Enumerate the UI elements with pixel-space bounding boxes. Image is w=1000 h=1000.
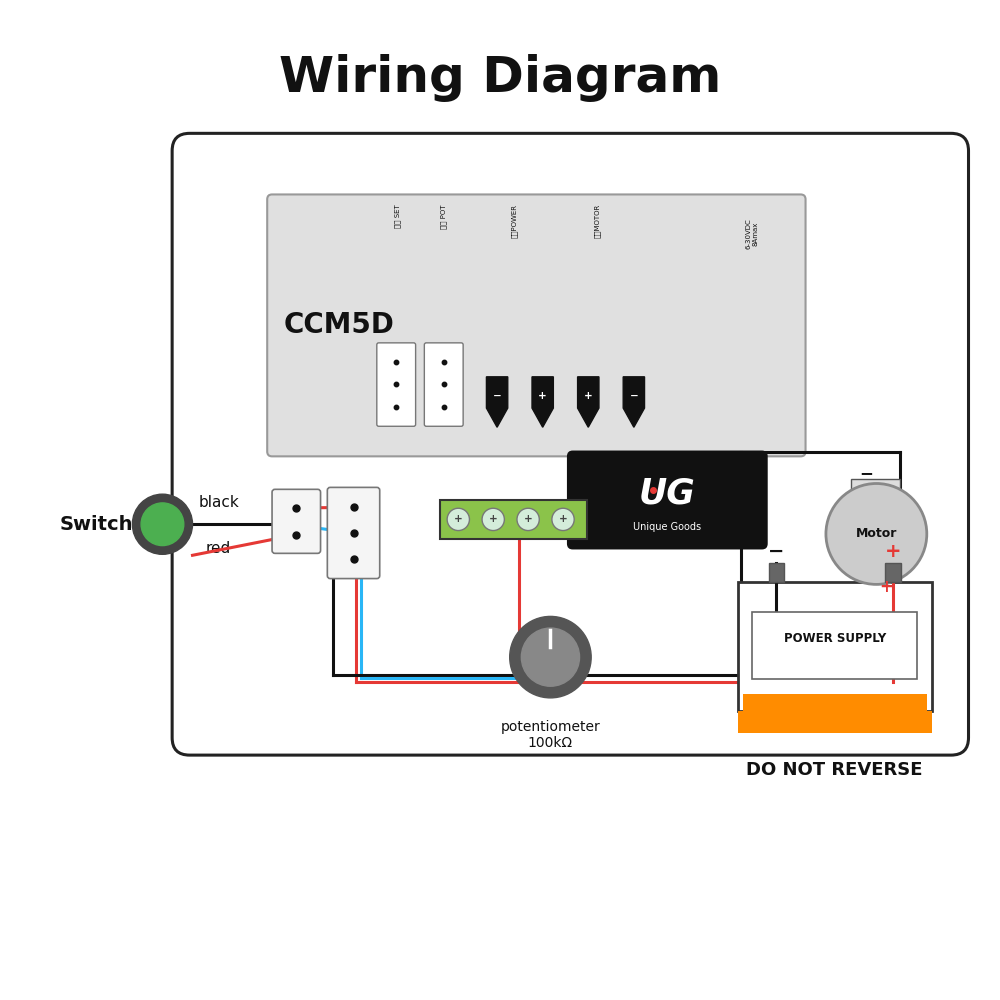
Text: +: + [584,391,593,401]
Text: 开关 SET: 开关 SET [395,204,401,228]
Text: 旋钮 POT: 旋钮 POT [440,204,447,229]
FancyBboxPatch shape [567,451,768,549]
Circle shape [517,508,539,531]
Text: −: − [493,391,501,401]
Text: Wiring Diagram: Wiring Diagram [279,54,721,102]
Circle shape [826,484,927,584]
Polygon shape [623,377,645,427]
Text: +: + [538,391,547,401]
Text: +: + [524,514,533,524]
Text: UG: UG [638,476,695,510]
Text: black: black [198,495,239,510]
FancyBboxPatch shape [172,133,969,755]
Text: CCM5D: CCM5D [284,311,395,339]
FancyBboxPatch shape [272,489,321,553]
Text: −: − [768,542,785,561]
Circle shape [447,508,469,531]
Text: potentiometer
100kΩ: potentiometer 100kΩ [501,720,600,750]
Bar [769,563,784,582]
Polygon shape [486,377,508,427]
Circle shape [141,503,184,546]
Bar [742,694,927,711]
Bar [885,563,901,582]
Text: 6-30VDC
8Amax: 6-30VDC 8Amax [746,219,759,249]
Circle shape [132,494,193,554]
Circle shape [552,508,574,531]
Text: POWER SUPPLY: POWER SUPPLY [784,632,886,645]
Text: −: − [860,464,874,482]
Bar [440,500,587,539]
Polygon shape [532,377,553,427]
Text: +: + [879,578,893,596]
Text: +: + [559,514,567,524]
Text: 电机MOTOR: 电机MOTOR [594,204,600,238]
Text: +: + [454,514,463,524]
Text: DO NOT REVERSE: DO NOT REVERSE [746,761,923,779]
Text: 电源POWER: 电源POWER [511,204,518,238]
Text: Switch: Switch [60,515,133,534]
FancyBboxPatch shape [377,343,416,426]
Text: +: + [885,542,901,561]
Polygon shape [578,377,599,427]
Text: red: red [206,541,231,556]
Text: −: − [629,391,638,401]
Bar [738,582,932,711]
Circle shape [510,616,591,698]
Text: Unique Goods: Unique Goods [633,522,701,532]
Bar [738,711,932,733]
FancyBboxPatch shape [327,487,380,579]
Text: Motor: Motor [856,527,897,540]
Circle shape [521,628,580,686]
Bar [851,479,900,500]
FancyBboxPatch shape [267,194,806,456]
Text: +: + [489,514,498,524]
FancyBboxPatch shape [424,343,463,426]
Bar [752,612,917,679]
Circle shape [482,508,504,531]
